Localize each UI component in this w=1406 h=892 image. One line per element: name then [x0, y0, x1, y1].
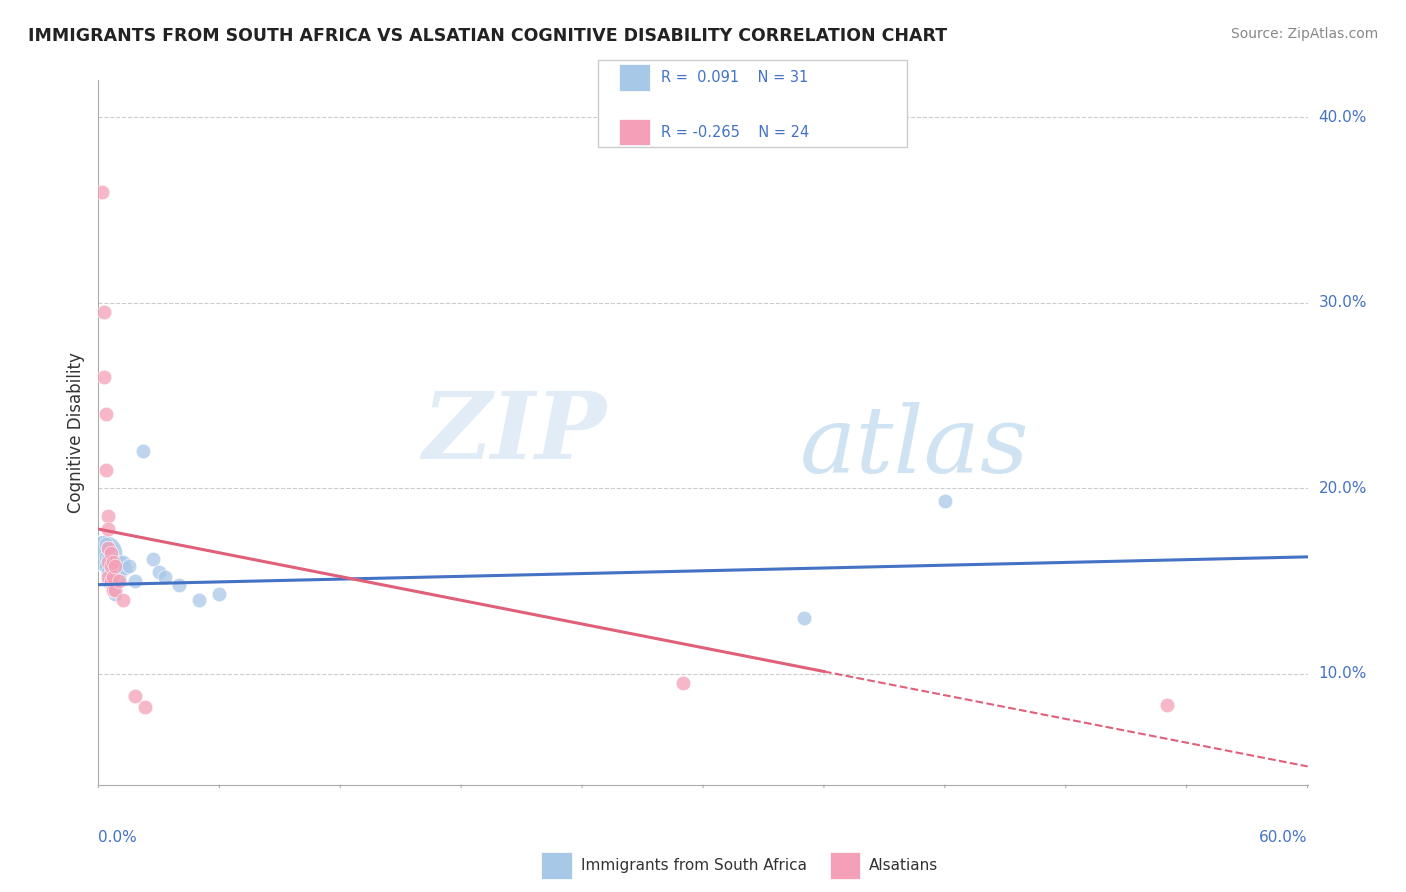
Point: [101, 556, 124, 570]
Point: [97, 574, 120, 588]
Point: [134, 700, 156, 714]
Point: [103, 587, 125, 601]
Point: [124, 689, 146, 703]
Text: 40.0%: 40.0%: [1319, 110, 1367, 125]
Point: [100, 556, 122, 570]
Point: [93, 546, 115, 560]
Point: [118, 559, 141, 574]
Text: 60.0%: 60.0%: [1260, 830, 1308, 845]
Text: 20.0%: 20.0%: [1319, 481, 1367, 496]
Point: [101, 583, 124, 598]
Point: [153, 570, 176, 584]
Point: [97, 551, 120, 566]
Point: [107, 556, 129, 570]
Point: [97, 522, 120, 536]
Point: [97, 565, 120, 579]
Point: [124, 574, 146, 588]
Point: [91, 185, 114, 199]
Text: 30.0%: 30.0%: [1319, 295, 1367, 310]
Text: Alsatians: Alsatians: [869, 858, 938, 872]
Point: [100, 574, 122, 588]
Point: [100, 546, 122, 560]
Point: [101, 565, 124, 579]
Point: [100, 546, 122, 560]
Point: [111, 592, 134, 607]
Point: [148, 565, 170, 579]
Point: [100, 574, 122, 588]
Point: [101, 551, 124, 566]
Point: [96, 407, 118, 421]
Point: [100, 559, 122, 574]
Point: [96, 549, 118, 564]
Point: [103, 583, 125, 598]
Text: IMMIGRANTS FROM SOUTH AFRICA VS ALSATIAN COGNITIVE DISABILITY CORRELATION CHART: IMMIGRANTS FROM SOUTH AFRICA VS ALSATIAN…: [28, 27, 948, 45]
Y-axis label: Cognitive Disability: Cognitive Disability: [66, 352, 84, 513]
Point: [103, 574, 125, 588]
Point: [114, 561, 136, 575]
Point: [97, 541, 120, 555]
Point: [1156, 698, 1178, 713]
Point: [103, 559, 125, 574]
Point: [96, 463, 118, 477]
Text: ZIP: ZIP: [422, 388, 606, 477]
Text: R =  0.091    N = 31: R = 0.091 N = 31: [661, 70, 808, 85]
Text: Immigrants from South Africa: Immigrants from South Africa: [581, 858, 807, 872]
Text: 10.0%: 10.0%: [1319, 666, 1367, 681]
Point: [111, 556, 134, 570]
Point: [167, 577, 190, 591]
Point: [934, 494, 956, 508]
Point: [793, 611, 815, 625]
Point: [103, 559, 125, 574]
Point: [97, 556, 120, 570]
Point: [96, 537, 118, 551]
Point: [132, 444, 155, 458]
Point: [97, 570, 120, 584]
Point: [208, 587, 231, 601]
Point: [672, 676, 695, 690]
Text: 0.0%: 0.0%: [98, 830, 138, 845]
Point: [93, 305, 115, 319]
Text: atlas: atlas: [800, 401, 1029, 491]
Point: [93, 370, 115, 384]
Point: [142, 551, 165, 566]
Point: [101, 570, 124, 584]
Point: [100, 565, 122, 579]
Point: [188, 592, 211, 607]
Text: Source: ZipAtlas.com: Source: ZipAtlas.com: [1230, 27, 1378, 41]
Point: [107, 570, 129, 584]
Point: [97, 509, 120, 524]
Point: [96, 559, 118, 574]
Point: [97, 541, 120, 555]
Text: R = -0.265    N = 24: R = -0.265 N = 24: [661, 125, 808, 139]
Point: [107, 574, 129, 588]
